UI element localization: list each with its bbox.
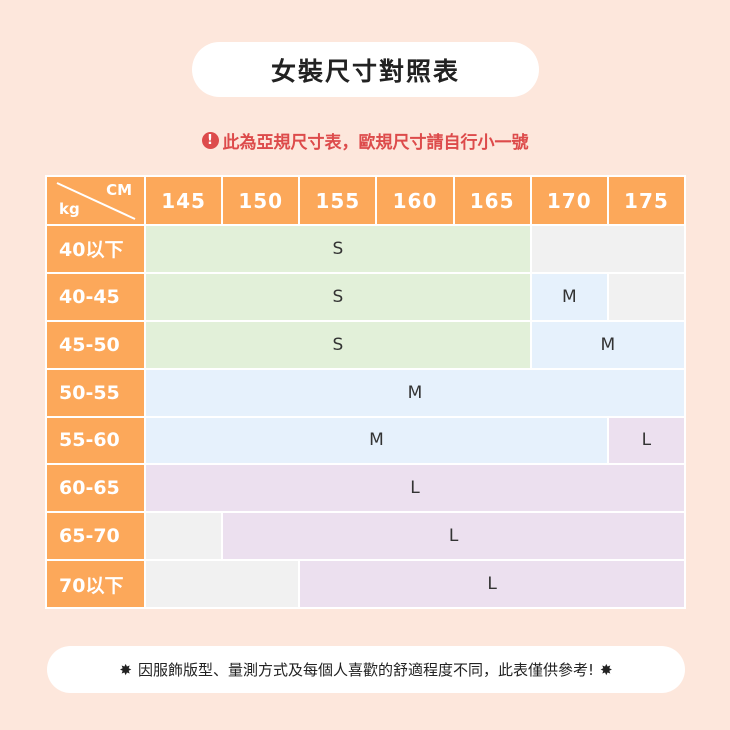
row-header: 40以下: [47, 226, 144, 272]
size-cell-s: S: [146, 321, 530, 368]
size-cell-m: M: [146, 417, 607, 464]
column-header-175: 175: [608, 177, 684, 224]
empty-cell: [146, 513, 222, 560]
diagonal-divider: [56, 182, 136, 220]
note-text: 因服飾版型、量測方式及每個人喜歡的舒適程度不同，此表僅供參考!: [137, 661, 595, 679]
size-cell-l: L: [300, 561, 684, 607]
weight-unit: kg: [59, 200, 80, 218]
column-header-150: 150: [223, 177, 299, 224]
size-cell-l: L: [146, 465, 684, 512]
starburst-icon: ✸: [119, 660, 132, 679]
disclaimer-note: ✸ 因服飾版型、量測方式及每個人喜歡的舒適程度不同，此表僅供參考! ✸: [47, 646, 685, 693]
column-header-170: 170: [531, 177, 607, 224]
warning-notice: ! 此為亞規尺寸表，歐規尺寸請自行小一號: [0, 128, 730, 153]
row-header: 50-55: [47, 369, 144, 416]
empty-cell: [608, 273, 684, 320]
column-header-145: 145: [146, 177, 222, 224]
column-header-155: 155: [300, 177, 376, 224]
corner-header: CM kg: [47, 177, 144, 224]
size-table: CM kg 145 150 155 160 165 170 175 40以下 S 40-45 S M 4…: [45, 175, 686, 609]
size-cell-s: S: [146, 273, 530, 320]
column-header-165: 165: [454, 177, 530, 224]
row-header: 60-65: [47, 465, 144, 512]
size-cell-m: M: [531, 321, 684, 368]
row-header: 40-45: [47, 273, 144, 320]
page-title: 女裝尺寸對照表: [192, 42, 539, 97]
empty-cell: [146, 561, 299, 607]
row-header: 45-50: [47, 321, 144, 368]
exclamation-circle-icon: !: [201, 132, 219, 149]
size-cell-s: S: [146, 226, 530, 272]
row-header: 70以下: [47, 561, 144, 607]
starburst-icon: ✸: [600, 660, 613, 679]
warning-text: 此為亞規尺寸表，歐規尺寸請自行小一號: [222, 133, 529, 153]
size-cell-m: M: [146, 369, 684, 416]
size-cell-l: L: [608, 417, 684, 464]
column-header-160: 160: [377, 177, 453, 224]
size-cell-l: L: [223, 513, 684, 560]
height-unit: CM: [106, 181, 132, 199]
row-header: 55-60: [47, 417, 144, 464]
row-header: 65-70: [47, 513, 144, 560]
size-cell-m: M: [531, 273, 607, 320]
empty-cell: [531, 226, 684, 272]
